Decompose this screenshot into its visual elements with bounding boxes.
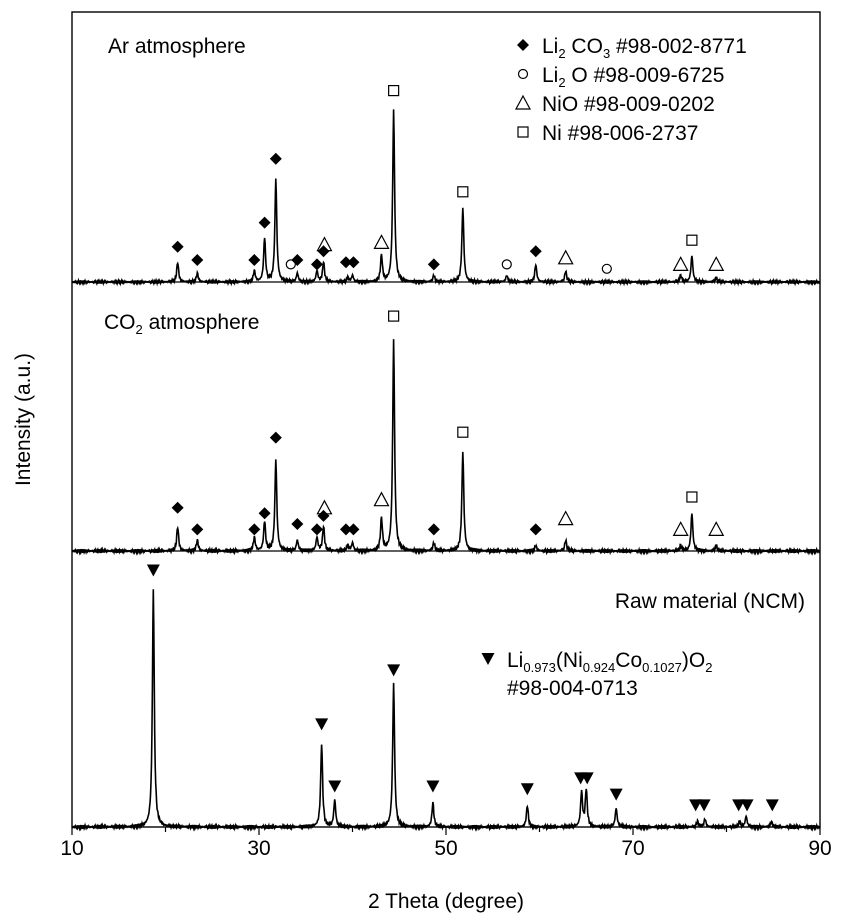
diamond-marker (269, 431, 282, 444)
triangle-marker (373, 234, 390, 249)
panel-label: Raw material (NCM) (615, 590, 805, 613)
diamond-marker (347, 523, 360, 536)
diamond-marker (248, 523, 261, 536)
x-tick-label: 10 (60, 837, 83, 860)
x-axis-label: 2 Theta (degree) (368, 890, 524, 913)
trace-ar-atmosphere (71, 109, 821, 287)
diamond-marker (248, 254, 261, 266)
panel-labels-layer: Ar atmosphere CO2 atmosphere Raw material … (104, 35, 805, 613)
legend-label: NiO #98-009-0202 (542, 93, 715, 116)
panel-label: Ar atmosphere (108, 35, 246, 58)
down-marker (520, 783, 534, 796)
diamond-marker (171, 240, 184, 253)
down-marker (315, 718, 329, 731)
legend-triangle-icon (514, 94, 532, 110)
x-tick-label: 30 (247, 837, 270, 860)
plot-frame (71, 11, 821, 828)
diamond-marker (427, 258, 440, 271)
square-marker (686, 234, 698, 246)
down-marker (146, 564, 160, 577)
circle-marker (501, 259, 512, 270)
legend: Li2 CO3 #98-002-8771 Li2 O #98-009-6725 Ni… (514, 35, 747, 145)
diamond-marker (347, 256, 360, 269)
down-marker (732, 799, 746, 812)
panel-label: CO2 atmosphere (104, 311, 259, 337)
triangle-marker (672, 521, 689, 537)
square-marker (686, 491, 698, 503)
triangle-marker (373, 491, 390, 507)
triangle-marker (557, 249, 574, 265)
axes-layer: 10 30 50 70 90 2 Theta (degree) Intensity (a.u… (12, 11, 832, 913)
circle-marker (601, 263, 612, 274)
diamond-marker (310, 258, 323, 271)
diamond-marker (529, 245, 542, 258)
traces-layer (71, 109, 821, 832)
diamond-marker (191, 523, 204, 536)
diamond-marker (529, 523, 542, 536)
triangle-marker (672, 256, 689, 271)
x-tick-label: 70 (621, 837, 644, 860)
down-marker (609, 788, 623, 801)
square-marker (457, 426, 469, 438)
legend-diamond-icon (517, 39, 529, 51)
markers-layer (146, 84, 779, 812)
diamond-marker (258, 507, 271, 520)
triangle-marker (316, 236, 333, 252)
down-marker (328, 780, 342, 793)
diamond-marker (317, 509, 330, 522)
x-tick-label: 90 (808, 837, 831, 860)
diamond-marker (339, 256, 352, 269)
diamond-marker (269, 152, 282, 165)
triangle-marker (708, 521, 725, 537)
triangle-marker (708, 256, 725, 271)
raw-legend-formula: Li0.973(Ni0.924Co0.1027)O2 (507, 649, 712, 675)
diamond-marker (291, 254, 304, 266)
down-marker (740, 799, 754, 812)
diamond-marker (191, 254, 204, 266)
raw-material-legend: Li0.973(Ni0.924Co0.1027)O2#98-004-0713 (481, 649, 712, 700)
x-tick-label: 50 (434, 837, 457, 860)
down-marker (697, 799, 711, 812)
legend-down-triangle-icon (481, 653, 495, 665)
raw-legend-ref: #98-004-0713 (507, 677, 638, 700)
diamond-marker (310, 523, 323, 536)
down-marker (426, 780, 440, 793)
triangle-marker (557, 510, 574, 526)
y-axis-label: Intensity (a.u.) (12, 353, 35, 486)
square-marker (388, 84, 400, 97)
square-marker (388, 310, 400, 322)
down-marker (689, 799, 703, 812)
legend-label: Li2 CO3 #98-002-8771 (542, 35, 747, 61)
triangle-marker (316, 499, 333, 515)
diamond-marker (291, 518, 304, 530)
diamond-marker (427, 523, 440, 536)
diamond-marker (339, 523, 352, 536)
square-marker (457, 186, 469, 198)
legend-label: Ni #98-006-2737 (542, 122, 698, 145)
legend-square-icon (517, 126, 529, 138)
diamond-marker (171, 501, 184, 514)
down-marker (765, 799, 779, 812)
trace-raw-material-ncm- (71, 589, 821, 832)
trace-co2-atmosphere (71, 339, 821, 556)
diamond-marker (258, 216, 271, 229)
circle-marker (285, 259, 296, 270)
down-marker (580, 772, 594, 785)
legend-circle-icon (517, 68, 529, 80)
down-marker (387, 664, 401, 677)
legend-label: Li2 O #98-009-6725 (542, 64, 724, 90)
